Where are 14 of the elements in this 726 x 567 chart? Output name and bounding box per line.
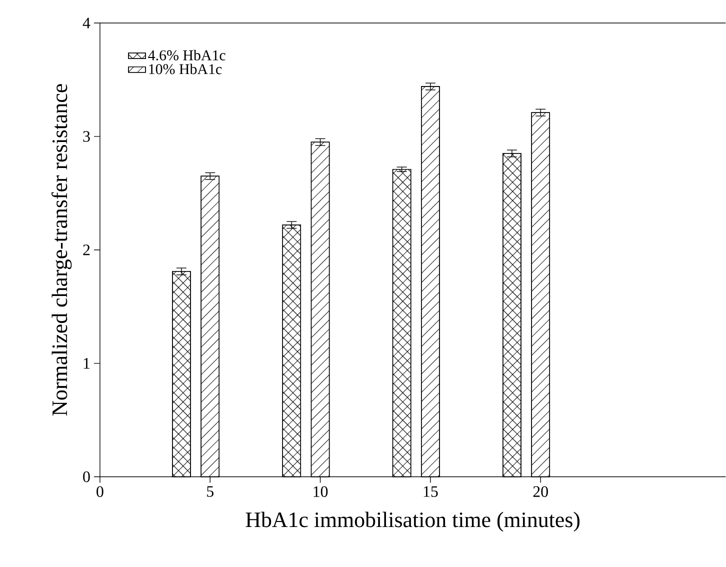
x-tick-label: 20 <box>533 486 548 498</box>
y-tick-label: 1 <box>84 358 90 369</box>
y-tick-label: 0 <box>83 472 90 482</box>
x-tick-label: 5 <box>207 486 214 497</box>
legend-label: 10% HbA1c <box>149 64 222 74</box>
legend-label: 4.6% HbA1c <box>148 50 226 61</box>
x-tick-label: 10 <box>314 486 328 498</box>
y-tick-label: 3 <box>83 131 90 142</box>
y-axis-title: Normalized charge-transfer resistance <box>52 84 72 416</box>
y-tick-label: 2 <box>83 244 90 256</box>
x-axis-title: HbA1c immobilisation time (minutes) <box>246 512 580 532</box>
x-tick-label: 15 <box>424 486 438 498</box>
y-tick-label: 4 <box>82 18 90 28</box>
x-tick-label: 0 <box>96 486 104 498</box>
